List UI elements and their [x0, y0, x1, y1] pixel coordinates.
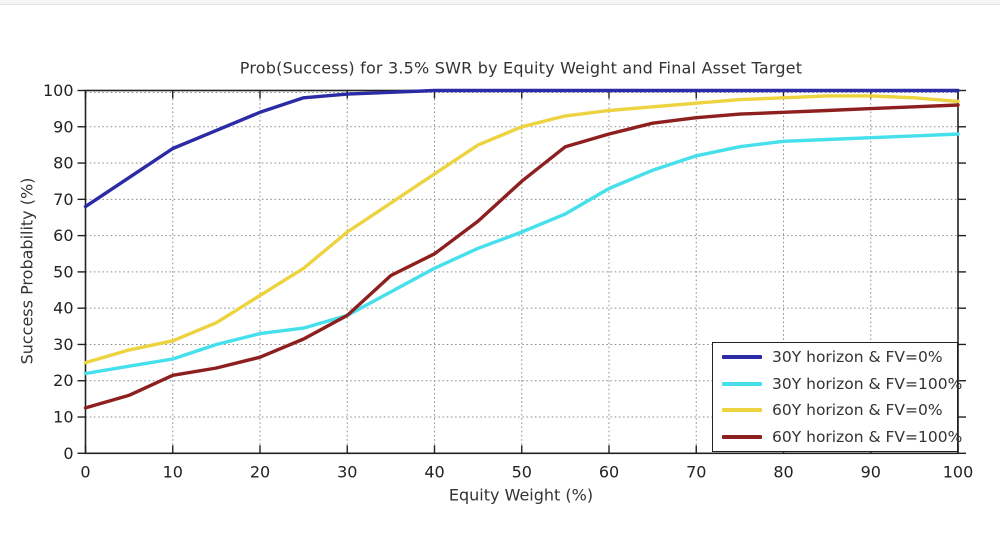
y-tick-label: 70 [53, 190, 73, 209]
top-strip [0, 0, 1000, 5]
y-tick-label: 20 [53, 371, 73, 390]
legend-line-swatch-icon [722, 355, 762, 360]
legend-item-30y-fv100: 30Y horizon & FV=100% [713, 371, 962, 396]
y-tick-label: 30 [53, 335, 73, 354]
legend-item-60y-fv100: 60Y horizon & FV=100% [713, 424, 962, 449]
x-tick-label: 30 [337, 462, 357, 481]
x-tick-label: 60 [599, 462, 619, 481]
x-tick-label: 40 [424, 462, 444, 481]
y-tick-label: 10 [53, 408, 73, 427]
x-tick-label: 0 [80, 462, 90, 481]
chart-title: Prob(Success) for 3.5% SWR by Equity Wei… [239, 58, 803, 78]
legend-line-swatch-icon [722, 381, 762, 386]
y-tick-label: 50 [53, 262, 73, 281]
tick-marks [77, 89, 966, 454]
x-tick-label: 10 [163, 462, 183, 481]
series-line-1 [83, 132, 960, 376]
y-tick-label: 80 [53, 154, 73, 173]
legend-label: 60Y horizon & FV=0% [772, 401, 943, 420]
legend-item-60y-fv0: 60Y horizon & FV=0% [713, 398, 957, 423]
x-tick-label: 50 [512, 462, 532, 481]
legend-label: 30Y horizon & FV=0% [772, 348, 943, 367]
legend-label: 60Y horizon & FV=100% [772, 427, 963, 446]
x-tick-label: 20 [250, 462, 270, 481]
series-line-2 [83, 94, 960, 365]
series-line-3 [83, 103, 960, 410]
y-tick-label: 60 [53, 226, 73, 245]
x-tick-label: 90 [861, 462, 881, 481]
y-tick-label: 90 [53, 117, 73, 136]
tick-labels: 0 10 20 30 40 50 60 70 80 90 100 0 10 20 30 40 50 60 70 80 9… [43, 81, 973, 481]
x-axis-label: Equity Weight (%) [448, 485, 594, 505]
y-tick-label: 0 [63, 444, 73, 463]
data-series [83, 88, 960, 410]
legend-item-30y-fv0: 30Y horizon & FV=0% [713, 345, 957, 370]
y-tick-label: 40 [53, 299, 73, 318]
legend-line-swatch-icon [722, 408, 762, 413]
x-tick-label: 80 [773, 462, 793, 481]
legend-line-swatch-icon [722, 434, 762, 439]
legend: 30Y horizon & FV=0% 30Y horizon & FV=100… [712, 342, 962, 452]
y-axis-label: Success Probability (%) [17, 177, 37, 365]
x-tick-label: 70 [686, 462, 706, 481]
series-line-0 [83, 88, 960, 209]
x-tick-label: 100 [943, 462, 974, 481]
legend-label: 30Y horizon & FV=100% [772, 374, 963, 393]
y-tick-label: 100 [43, 81, 74, 100]
